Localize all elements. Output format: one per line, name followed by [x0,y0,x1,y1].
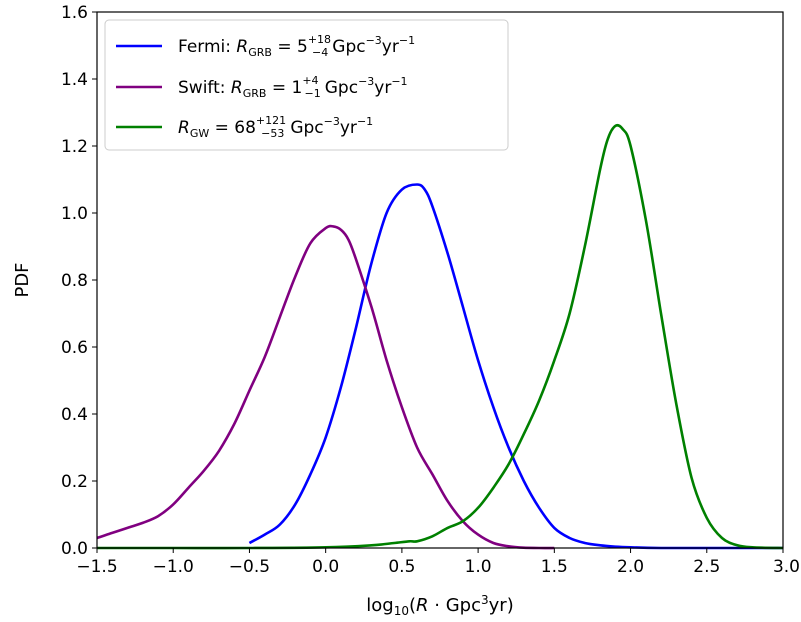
legend-label-gw: RGW = 68+121 −53 Gpc−3yr−1 [178,114,373,140]
x-tick-label: 3.0 [773,557,800,577]
x-label-log: log [366,595,393,616]
x-tick-label: 0.5 [388,557,415,577]
y-tick-label: 0.6 [61,338,88,358]
y-tick-label: 0.8 [61,271,88,291]
legend-box [104,19,509,151]
legend-label-swift: Swift: RGRB = 1+4 −1 Gpc−3yr−1 [178,74,408,100]
series-line-fermi [248,183,783,550]
x-label-sup: 3 [481,593,489,607]
y-axis-label: PDF [12,262,33,297]
y-tick-label: 0.2 [61,472,88,492]
x-label-end: yr) [489,595,514,616]
x-tick-label: −0.5 [229,557,270,577]
x-tick-label: 1.0 [465,557,492,577]
x-tick-label: 1.5 [541,557,568,577]
series-line-swift [96,224,555,550]
y-tick-label: 1.6 [61,3,88,23]
x-label-sub: 10 [394,604,409,618]
ticks-layer: −1.5 −1.0 −0.5 0.0 0.5 1.0 1.5 2.0 2.5 3.0 0.0 0.2 0… [61,3,800,577]
x-tick-label: −1.0 [153,557,194,577]
x-label-mid: · Gpc [429,595,481,616]
x-tick-label: 2.0 [617,557,644,577]
y-tick-label: 1.4 [61,70,88,90]
legend-label-fermi: Fermi: RGRB = 5+18 −4 Gpc−3yr−1 [178,33,415,59]
x-tick-label: 0.0 [312,557,339,577]
series-line-gw [96,123,784,550]
x-label-symbol: R [416,595,429,616]
legend: Fermi: RGRB = 5+18 −4 Gpc−3yr−1 Swift: RGR… [104,19,509,151]
x-tick-label: −1.5 [76,557,117,577]
x-axis-label: log10(R · Gpc3yr) [366,593,513,618]
y-tick-label: 0.4 [61,405,88,425]
x-label-open: ( [409,595,416,616]
y-tick-label: 1.2 [61,137,88,157]
x-tick-label: 2.5 [693,557,720,577]
series-layer [96,123,784,550]
y-tick-label: 1.0 [61,204,88,224]
y-tick-label: 0.0 [61,539,88,559]
